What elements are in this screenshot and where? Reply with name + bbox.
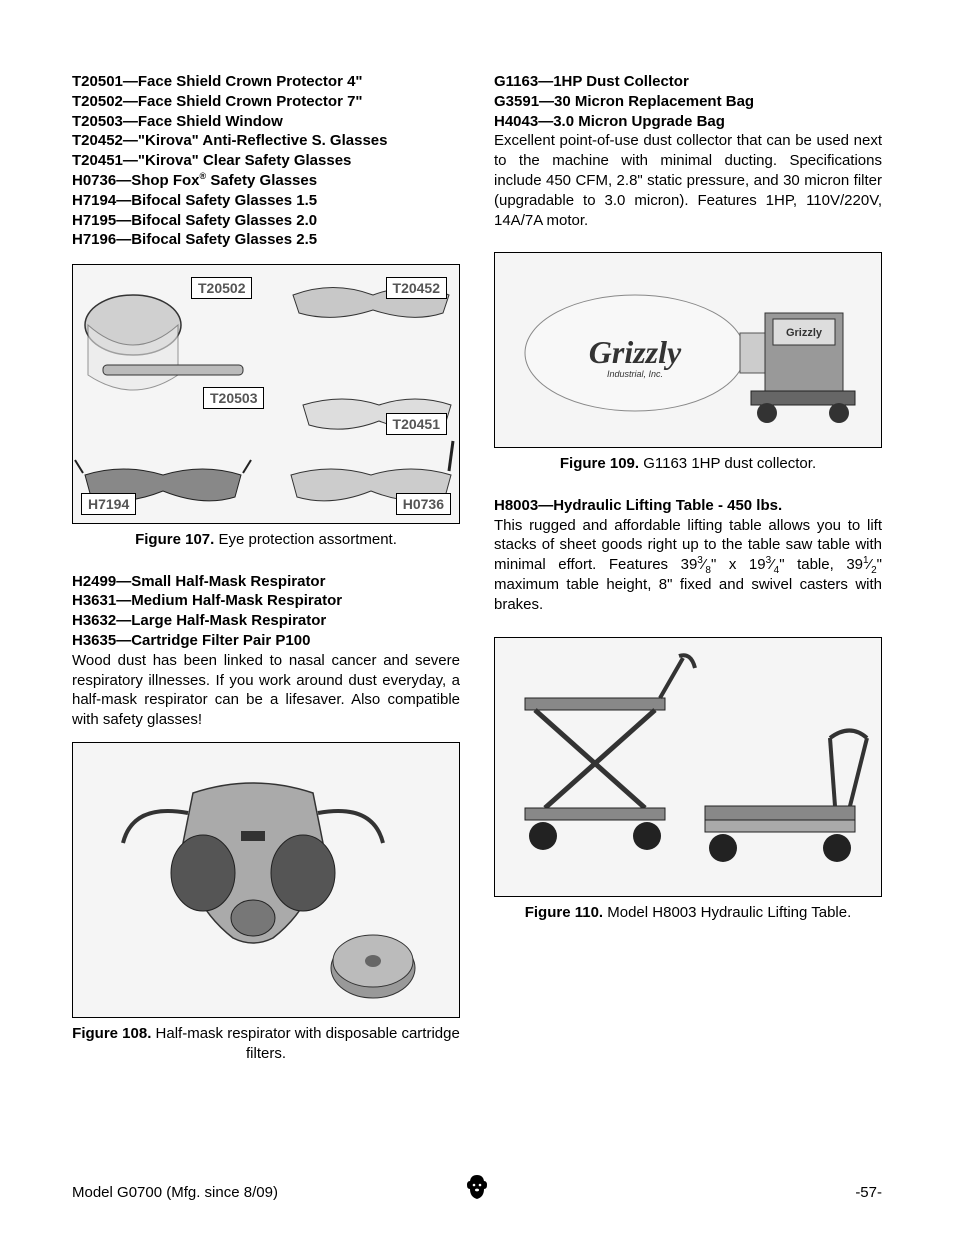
product-item: T20451—"Kirova" Clear Safety Glasses [72,151,460,171]
product-item: H7195—Bifocal Safety Glasses 2.0 [72,211,460,231]
caption-text: G1163 1HP dust collector. [639,455,816,472]
lifting-table-description: This rugged and affordable lifting table… [494,516,882,615]
figure-label: T20452 [386,277,447,299]
product-item: H2499—Small Half-Mask Respirator [72,572,460,592]
product-item: H7194—Bifocal Safety Glasses 1.5 [72,191,460,211]
product-item: H7196—Bifocal Safety Glasses 2.5 [72,230,460,250]
product-item: H3632—Large Half-Mask Respirator [72,611,460,631]
dust-collector-description: Excellent point-of-use dust collector th… [494,131,882,230]
figure-label: T20502 [191,277,252,299]
product-item: T20501—Face Shield Crown Protector 4" [72,72,460,92]
eye-protection-product-list: T20501—Face Shield Crown Protector 4" T2… [72,72,460,250]
eye-protection-illustration [73,265,459,523]
figure-label: T20451 [386,413,447,435]
footer-logo [465,1173,489,1205]
figure-110-caption: Figure 110. Model H8003 Hydraulic Liftin… [494,903,882,923]
dust-collector-product-list: G1163—1HP Dust Collector G3591—30 Micron… [494,72,882,131]
product-item: T20452—"Kirova" Anti-Reflective S. Glass… [72,131,460,151]
caption-label: Figure 110. [525,904,603,921]
dust-collector-illustration: Grizzly Grizzly Industrial, Inc. [495,253,881,447]
lifting-table-heading: H8003—Hydraulic Lifting Table - 450 lbs. [494,496,882,516]
respirator-description: Wood dust has been linked to nasal cance… [72,651,460,730]
figure-109: Grizzly Grizzly Industrial, Inc. [494,252,882,448]
product-item: H0736—Shop Fox® Safety Glasses [72,171,460,191]
bear-icon [465,1173,489,1201]
caption-label: Figure 108. [72,1025,151,1042]
lifting-table-illustration [495,638,881,896]
figure-108-caption: Figure 108. Half-mask respirator with di… [72,1024,460,1063]
svg-text:Grizzly: Grizzly [786,327,823,339]
figure-label: H7194 [81,493,136,515]
figure-label: T20503 [203,387,264,409]
product-item: T20502—Face Shield Crown Protector 7" [72,92,460,112]
product-item: T20503—Face Shield Window [72,112,460,132]
page-footer: Model G0700 (Mfg. since 8/09) -57- [72,1184,882,1201]
left-column: T20501—Face Shield Crown Protector 4" T2… [72,72,460,1085]
respirator-product-list: H2499—Small Half-Mask Respirator H3631—M… [72,572,460,651]
caption-text: Eye protection assortment. [214,531,397,548]
figure-label: H0736 [396,493,451,515]
figure-107-caption: Figure 107. Eye protection assortment. [72,530,460,550]
product-item: H4043—3.0 Micron Upgrade Bag [494,112,882,132]
respirator-illustration [73,743,459,1017]
right-column: G1163—1HP Dust Collector G3591—30 Micron… [494,72,882,1085]
figure-110 [494,637,882,897]
caption-text: Model H8003 Hydraulic Lifting Table. [603,904,851,921]
caption-label: Figure 107. [135,531,214,548]
figure-109-caption: Figure 109. G1163 1HP dust collector. [494,454,882,474]
grizzly-logo-text: Grizzly [589,334,682,370]
caption-label: Figure 109. [560,455,639,472]
footer-page-number: -57- [855,1184,882,1201]
caption-text: Half-mask respirator with disposable car… [151,1025,459,1062]
footer-model: Model G0700 (Mfg. since 8/09) [72,1184,278,1201]
figure-108 [72,742,460,1018]
figure-107: T20502 T20452 T20503 T20451 H7194 H0736 [72,264,460,524]
product-item: H3635—Cartridge Filter Pair P100 [72,631,460,651]
product-item: H3631—Medium Half-Mask Respirator [72,591,460,611]
product-item: G3591—30 Micron Replacement Bag [494,92,882,112]
product-item: G1163—1HP Dust Collector [494,72,882,92]
svg-text:Industrial, Inc.: Industrial, Inc. [607,369,663,379]
